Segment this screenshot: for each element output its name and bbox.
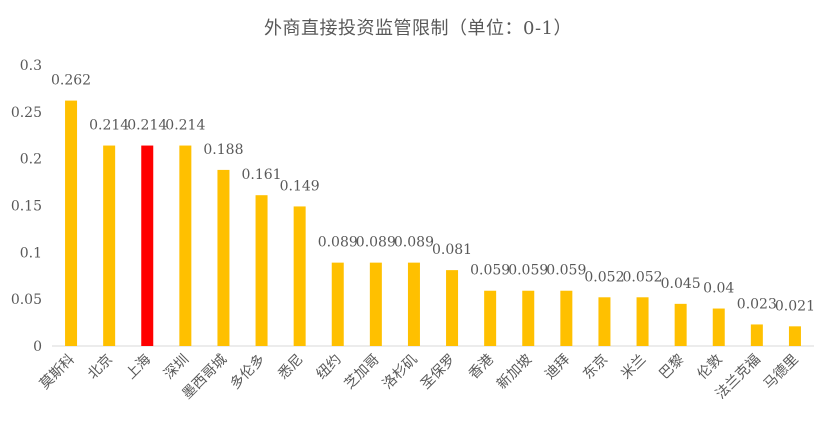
bar [712,308,725,346]
category-label: 纽约 [313,352,344,383]
data-label: 0.021 [775,298,815,314]
category-label: 迪拜 [542,352,573,383]
category-label: 上海 [123,352,154,383]
category-label: 东京 [580,352,611,383]
data-label: 0.214 [89,118,129,134]
y-tick-label: 0.2 [20,152,42,168]
category-label: 悉尼 [275,352,306,383]
data-label: 0.149 [280,178,320,194]
y-tick-label: 0.25 [11,105,42,121]
data-label: 0.161 [242,167,282,183]
data-label: 0.214 [165,118,205,134]
bar [293,206,306,346]
category-label: 伦敦 [694,352,725,383]
data-label: 0.059 [546,263,586,279]
data-label: 0.059 [470,263,510,279]
y-tick-label: 0.1 [20,245,42,261]
data-label: 0.081 [432,242,472,258]
category-label: 新加坡 [494,352,535,393]
y-tick-label: 0.15 [11,199,42,215]
data-label: 0.023 [737,296,777,312]
bar [636,297,649,346]
bar [484,290,497,346]
bar [522,290,535,346]
bar [598,297,611,346]
bar [179,145,192,346]
bar [65,100,78,347]
bar [331,262,344,346]
category-label: 洛杉矶 [380,352,421,393]
bar [788,326,801,346]
data-label: 0.262 [51,73,91,89]
data-label: 0.059 [508,263,548,279]
data-label: 0.214 [127,118,167,134]
bar [369,262,382,346]
category-label: 芝加哥 [342,352,383,393]
data-label: 0.089 [318,235,358,251]
y-tick-label: 0.05 [11,292,42,308]
bar [255,195,268,346]
data-label: 0.089 [394,235,434,251]
data-label: 0.045 [661,276,701,292]
y-tick-label: 0 [33,339,42,355]
category-label: 马德里 [761,352,802,393]
category-label: 北京 [85,352,116,383]
bar [103,145,116,346]
bar [217,169,230,346]
bar [560,290,573,346]
bar [750,324,763,346]
bar [446,270,459,346]
chart-title: 外商直接投资监管限制（单位：0-1） [264,18,572,39]
bar [674,303,687,346]
bar [407,262,420,346]
category-label: 香港 [466,352,497,383]
category-label: 米兰 [618,352,649,383]
category-label: 莫斯科 [37,352,78,393]
bar [141,145,154,346]
data-label: 0.04 [703,281,734,297]
data-label: 0.052 [584,269,624,285]
category-label: 多伦多 [227,351,269,393]
category-label: 深圳 [161,352,192,383]
y-tick-label: 0.3 [20,58,42,74]
data-label: 0.089 [356,235,396,251]
data-label: 0.188 [203,142,243,158]
category-label: 巴黎 [656,352,687,383]
data-label: 0.052 [623,269,663,285]
category-label: 圣保罗 [418,352,459,393]
